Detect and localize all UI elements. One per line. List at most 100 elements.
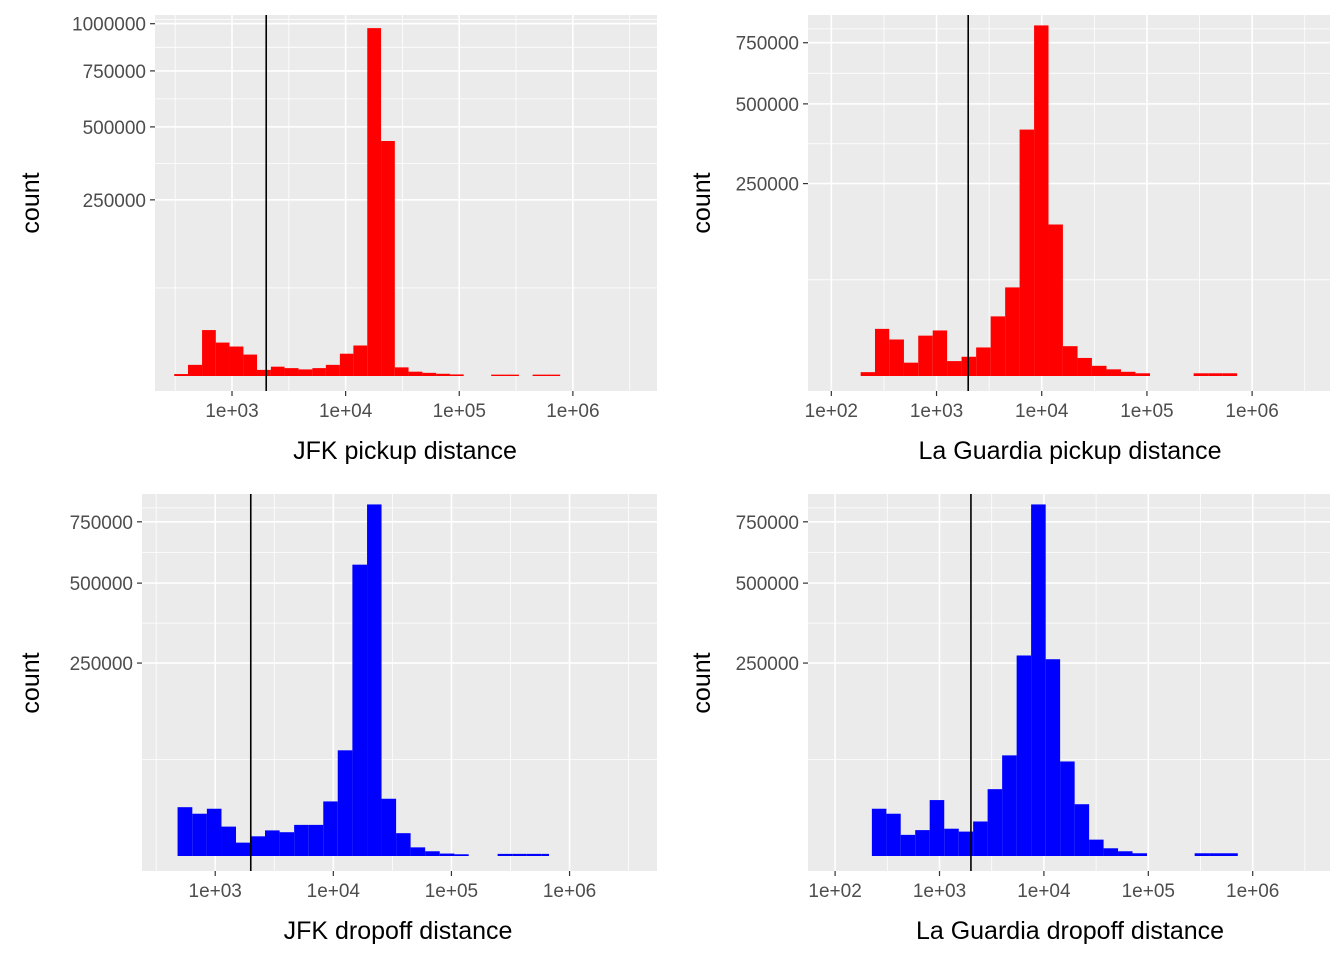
histogram-bar <box>1223 853 1238 856</box>
histogram-bar <box>1193 373 1209 376</box>
histogram-bar <box>257 369 271 376</box>
histogram-bar <box>177 807 193 856</box>
x-tick-label: 1e+06 <box>546 401 599 422</box>
panel-jfk-pickup: JFK pickup distance count 1e+03 1e+04 1e+0… <box>17 15 657 465</box>
x-tick-label: 1e+05 <box>425 881 478 902</box>
histogram-bar <box>932 330 948 376</box>
histogram-bar <box>1005 287 1020 376</box>
histogram-bar <box>337 750 353 856</box>
histogram-bar <box>1089 839 1104 856</box>
histogram-bar <box>987 789 1003 856</box>
histogram-bar <box>900 834 916 856</box>
histogram-bar <box>976 347 991 376</box>
histogram-bar <box>526 853 542 856</box>
histogram-bar <box>174 374 189 376</box>
x-tick-label: 1e+02 <box>805 401 858 422</box>
histogram-bar <box>947 361 962 376</box>
x-axis-title: La Guardia pickup distance <box>919 437 1222 465</box>
histogram-bar <box>381 798 397 856</box>
x-tick-label: 1e+06 <box>1225 401 1278 422</box>
histogram-bar <box>1034 25 1049 377</box>
y-tick-label: 750000 <box>736 34 799 55</box>
histogram-bar <box>1209 853 1224 856</box>
histogram-bar <box>339 353 354 376</box>
x-tick-label: 1e+04 <box>1015 401 1069 422</box>
histogram-bar <box>1031 504 1046 856</box>
y-tick-label: 500000 <box>70 574 133 595</box>
histogram-bar <box>408 371 423 376</box>
panel-laguardia-dropoff: La Guardia dropoff distance count 1e+02 1… <box>688 494 1330 945</box>
histogram-bar <box>394 367 409 376</box>
histogram-bar <box>202 330 216 376</box>
histogram-bar <box>1048 224 1063 376</box>
histogram-bar <box>425 851 440 856</box>
histogram-bar <box>410 847 426 856</box>
histogram-bar <box>325 364 340 376</box>
histogram-bar <box>1135 373 1151 376</box>
x-tick-label: 1e+03 <box>189 881 242 902</box>
x-tick-label: 1e+05 <box>1120 401 1173 422</box>
histogram-bar <box>396 833 411 856</box>
histogram-bar <box>973 821 988 856</box>
histogram-bar <box>381 140 395 376</box>
panel-laguardia-pickup: La Guardia pickup distance count 1e+02 1e… <box>688 15 1330 465</box>
x-axis-title: JFK dropoff distance <box>284 917 513 945</box>
histogram-bar <box>188 364 203 376</box>
y-axis-title: count <box>688 652 716 713</box>
gridlines <box>142 494 657 871</box>
y-tick-label: 250000 <box>736 654 799 675</box>
y-tick-label: 750000 <box>70 513 133 534</box>
y-axis-title: count <box>17 172 45 233</box>
histogram-bar <box>270 366 285 376</box>
histogram-bar <box>367 504 382 856</box>
histogram-bar <box>1118 851 1133 856</box>
histogram-bar <box>1106 369 1122 376</box>
histogram-bar <box>886 813 901 856</box>
histogram-bar <box>918 335 933 376</box>
histogram-bar <box>1074 804 1090 856</box>
histogram-bar <box>323 801 338 856</box>
x-tick-label: 1e+03 <box>205 401 258 422</box>
histogram-bars <box>871 504 1238 856</box>
histogram-bar <box>206 808 222 856</box>
histogram-bar <box>546 374 561 376</box>
histogram-bar <box>1062 346 1078 376</box>
histogram-bar <box>871 808 887 856</box>
x-tick-label: 1e+03 <box>913 881 966 902</box>
histogram-bar <box>990 316 1006 376</box>
histogram-bar <box>929 800 945 856</box>
histogram-bars <box>860 25 1238 377</box>
histogram-bar <box>512 853 527 856</box>
histogram-bar <box>1132 853 1148 856</box>
histogram-bar <box>915 830 930 856</box>
histogram-bar <box>1060 761 1075 856</box>
y-tick-label: 500000 <box>736 95 799 116</box>
x-tick-label: 1e+06 <box>543 881 596 902</box>
histogram-bar <box>439 853 455 856</box>
histogram-bar <box>449 374 464 376</box>
panel-jfk-dropoff: JFK dropoff distance count 1e+03 1e+04 1e+… <box>17 494 657 945</box>
histogram-bar <box>491 374 506 376</box>
histogram-bar <box>352 564 368 856</box>
y-tick-label: 250000 <box>736 175 799 196</box>
histogram-bar <box>367 28 382 377</box>
histogram-bar <box>860 372 875 376</box>
y-axis-title: count <box>17 652 45 713</box>
histogram-bar <box>294 824 309 856</box>
y-tick-label: 1000000 <box>72 15 146 36</box>
gridlines <box>155 15 657 391</box>
x-tick-label: 1e+04 <box>307 881 361 902</box>
histogram-bar <box>1091 365 1107 376</box>
plot-background <box>808 15 1330 391</box>
histogram-bar <box>1019 129 1035 376</box>
histogram-bar <box>1002 755 1017 856</box>
x-tick-label: 1e+03 <box>910 401 963 422</box>
x-tick-label: 1e+05 <box>1122 881 1175 902</box>
histogram-bar <box>944 828 959 856</box>
histogram-bar <box>505 374 519 376</box>
histogram-bars <box>174 28 561 377</box>
x-tick-label: 1e+04 <box>1017 881 1071 902</box>
histogram-bar <box>889 339 904 376</box>
histogram-bar <box>279 832 295 856</box>
